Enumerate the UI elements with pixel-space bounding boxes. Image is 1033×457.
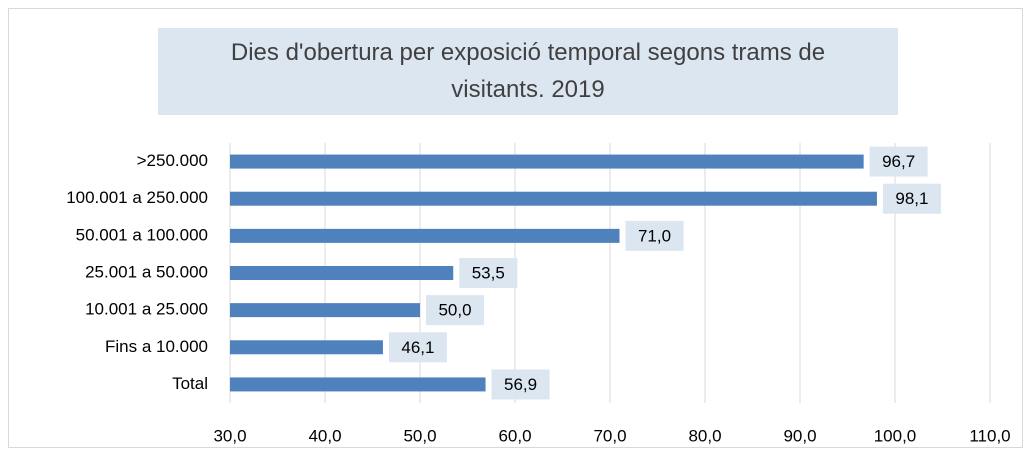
value-label-box [625, 220, 684, 251]
y-tick-label: 50.001 a 100.000 [76, 225, 208, 244]
value-label: 53,5 [472, 263, 505, 282]
value-label: 71,0 [638, 226, 671, 245]
x-tick-label: 80,0 [688, 426, 721, 445]
value-label-box [882, 183, 941, 214]
value-label: 98,1 [895, 189, 928, 208]
x-tick-label: 40,0 [308, 426, 341, 445]
value-label-box [869, 146, 928, 177]
value-label: 50,0 [438, 301, 471, 320]
y-tick-label: 25.001 a 50.000 [85, 262, 208, 281]
value-label: 56,9 [504, 375, 537, 394]
bar [230, 154, 864, 169]
x-tick-label: 110,0 [969, 426, 1010, 445]
bar [230, 191, 877, 206]
y-tick-label: 100.001 a 250.000 [66, 188, 208, 207]
x-tick-label: 90,0 [783, 426, 816, 445]
x-tick-label: 100,0 [874, 426, 917, 445]
value-label-box [388, 332, 447, 363]
value-label: 46,1 [401, 338, 434, 357]
value-label-box [491, 369, 550, 400]
bar [230, 377, 486, 392]
y-tick-label: Fins a 10.000 [105, 337, 208, 356]
x-tick-label: 70,0 [593, 426, 626, 445]
value-label: 96,7 [882, 152, 915, 171]
chart-frame [8, 8, 1023, 448]
y-tick-label: Total [172, 374, 208, 393]
bar [230, 303, 420, 318]
x-tick-label: 50,0 [403, 426, 436, 445]
bar [230, 228, 620, 243]
x-tick-label: 30,0 [213, 426, 246, 445]
chart-title: Dies d'obertura per exposició temporal s… [158, 28, 898, 115]
bar [230, 266, 454, 280]
y-tick-label: 10.001 a 25.000 [85, 300, 208, 319]
y-tick-label: >250.000 [137, 151, 208, 170]
value-label-box [459, 258, 518, 288]
bar [230, 340, 383, 355]
x-tick-label: 60,0 [498, 426, 531, 445]
value-label-box [426, 295, 484, 326]
